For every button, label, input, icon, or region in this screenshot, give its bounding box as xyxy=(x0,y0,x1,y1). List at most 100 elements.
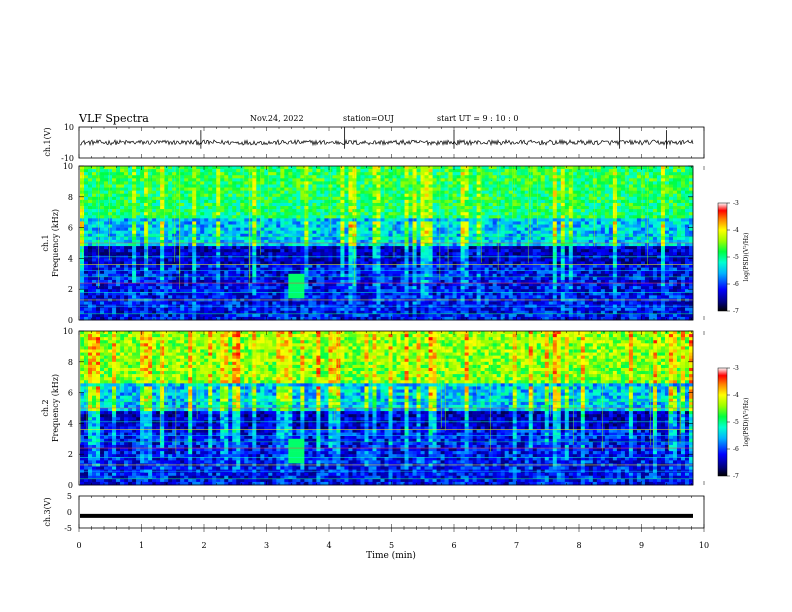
spectrogram-cell xyxy=(408,236,413,241)
spectrogram-cell xyxy=(176,193,181,198)
spectrogram-cell xyxy=(136,224,141,228)
spectrogram-cell xyxy=(388,175,393,179)
spectrogram-cell xyxy=(648,169,654,173)
spectrogram-cell xyxy=(604,221,610,225)
spectrogram-cell xyxy=(156,209,161,213)
spectrogram-cell xyxy=(128,212,133,216)
spectrogram-cell xyxy=(616,172,622,176)
spectrogram-cell xyxy=(284,243,289,247)
spectrogram-cell xyxy=(612,258,618,262)
spectrogram-cell xyxy=(328,246,333,250)
spectrogram-cell xyxy=(156,172,161,176)
spectrogram-cell xyxy=(296,199,301,204)
spectrogram-cell xyxy=(652,199,658,204)
spectrogram-cell xyxy=(412,184,417,188)
spectrogram-cell xyxy=(372,166,377,170)
spectrogram-cell xyxy=(124,221,129,225)
spectrogram-cell xyxy=(396,224,401,228)
spectrogram-cell xyxy=(252,249,257,253)
spectrogram-cell xyxy=(360,218,365,222)
spectrogram-cell xyxy=(196,181,201,185)
spectrogram-cell xyxy=(284,258,289,262)
spectrogram-cell xyxy=(128,181,133,185)
spectrogram-cell xyxy=(248,193,253,198)
spectrogram-cell xyxy=(236,178,241,182)
spectrogram-cell xyxy=(276,172,281,176)
spectrogram-cell xyxy=(148,243,153,247)
spectrogram-cell xyxy=(100,236,105,241)
spectrogram-cell xyxy=(480,221,485,225)
spectrogram-cell xyxy=(404,230,409,235)
spectrogram-cell xyxy=(248,187,253,191)
spectrogram-cell xyxy=(448,209,453,213)
spectrogram-cell xyxy=(456,184,461,188)
spectrogram-cell xyxy=(652,169,658,173)
spectrogram-cell xyxy=(252,172,257,176)
spectrogram-cell xyxy=(236,190,241,195)
spectrogram-cell xyxy=(348,206,353,210)
spectrogram-cell xyxy=(628,166,634,170)
spectrogram-cell xyxy=(628,172,634,176)
spectrogram-cell xyxy=(444,199,449,204)
spectrogram-cell xyxy=(104,175,109,179)
spectrogram-cell xyxy=(188,212,193,216)
spectrogram-cell xyxy=(600,233,606,238)
spectrogram-cell xyxy=(308,258,313,262)
spectrogram-cell xyxy=(644,169,650,173)
spectrogram-cell xyxy=(316,187,321,191)
spectrogram-cell xyxy=(280,172,285,176)
spectrogram-cell xyxy=(144,221,149,225)
spectrogram-cell xyxy=(660,227,666,231)
spectrogram-cell xyxy=(536,221,542,225)
spectrogram-cell xyxy=(464,187,469,191)
spectrogram-cell xyxy=(324,252,329,256)
spectrogram-cell xyxy=(308,193,313,198)
spectrogram-cell xyxy=(360,206,365,210)
spectrogram-cell xyxy=(156,212,161,216)
spectrogram-cell xyxy=(172,218,177,222)
spectrogram-cell xyxy=(232,178,237,182)
spectrogram-cell xyxy=(136,221,141,225)
spectrogram-cell xyxy=(164,261,169,265)
spectrogram-cell xyxy=(112,230,117,235)
spectrogram-cell xyxy=(660,166,666,170)
spectrogram-cell xyxy=(332,227,337,231)
spectrogram-cell xyxy=(444,215,449,219)
spectrogram-cell xyxy=(104,246,109,250)
spectrogram-cell xyxy=(672,224,678,228)
spectrogram-cell xyxy=(256,239,261,244)
spectrogram-cell xyxy=(408,246,413,250)
spectrogram-cell xyxy=(268,230,273,235)
spectrogram-cell xyxy=(388,264,393,268)
spectrogram-cell xyxy=(176,178,181,182)
spectrogram-cell xyxy=(584,212,590,216)
spectrogram-cell xyxy=(384,193,389,198)
spectrogram-cell xyxy=(320,178,325,182)
spectrogram-cell xyxy=(440,215,445,219)
spectrogram-cell xyxy=(148,249,153,253)
spectrogram-cell xyxy=(672,187,678,191)
spectrogram-cell xyxy=(416,169,421,173)
spectrogram-cell xyxy=(548,193,554,198)
spectrogram-cell xyxy=(268,169,273,173)
spectrogram-cell xyxy=(336,230,341,235)
spectrogram-cell xyxy=(112,261,117,265)
spectrogram-cell xyxy=(508,178,514,182)
spectrogram-cell xyxy=(640,178,646,182)
spectrogram-cell xyxy=(524,190,530,195)
spectrogram-cell xyxy=(212,166,217,170)
spectrogram-cell xyxy=(392,196,397,201)
spectrogram-cell xyxy=(632,239,638,244)
spectrogram-cell xyxy=(620,212,626,216)
spectrogram-cell xyxy=(576,209,582,213)
spectrogram-cell xyxy=(260,172,265,176)
spectrogram-cell xyxy=(264,218,269,222)
spectrogram-cell xyxy=(268,199,273,204)
spectrogram-cell xyxy=(384,187,389,191)
spectrogram-cell xyxy=(204,166,209,170)
spectrogram-cell xyxy=(464,196,469,201)
spectrogram-cell xyxy=(536,215,542,219)
spectrogram-cell xyxy=(588,224,594,228)
spectrogram-cell xyxy=(112,166,117,170)
